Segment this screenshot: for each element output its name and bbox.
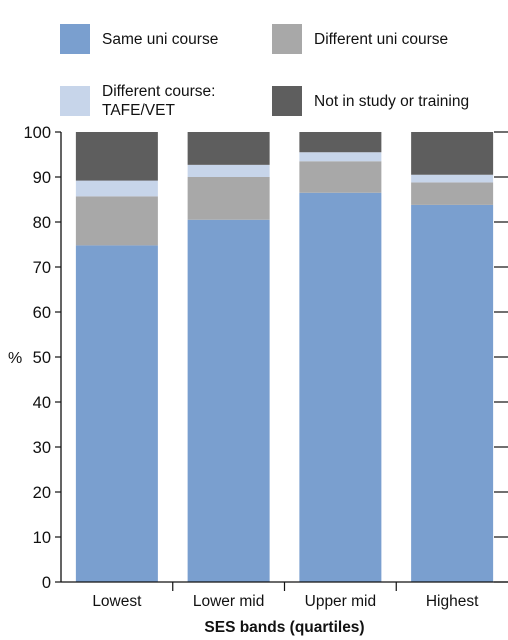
y-tick-label-80: 80 [33,214,51,232]
chart-legend: Same uni course Different uni course Dif… [0,0,508,130]
bar-highest-different-course-tafe-vet [411,174,494,183]
bar-highest-same-uni-course [411,204,494,582]
bar-lower-mid-different-course-tafe-vet [187,164,270,177]
legend-swatch-not-in-study [272,86,302,116]
legend-swatch-same-uni [60,24,90,54]
bar-highest-different-uni-course [411,182,494,205]
x-axis-title: SES bands (quartiles) [204,619,364,636]
legend-swatch-tafe-vet [60,86,90,116]
bar-lowest-not-in-study-or-training [75,132,158,181]
legend-label-not-in-study: Not in study or training [314,92,470,110]
legend-item-same-uni: Same uni course [60,24,218,54]
bar-lowest-same-uni-course [75,245,158,582]
legend-label-tafe-vet-line2: TAFE/VET [102,102,175,119]
y-tick-label-90: 90 [33,169,51,187]
legend-swatch-different-uni [272,24,302,54]
x-tick-label-highest: Highest [426,593,479,610]
x-tick-label-lowest: Lowest [92,593,142,610]
bar-lower-mid-not-in-study-or-training [187,132,270,165]
bar-upper-mid-different-uni-course [299,161,382,193]
y-tick-label-10: 10 [33,529,51,547]
y-tick-label-50: 50 [33,349,51,367]
y-tick-label-0: 0 [42,574,51,592]
bar-lower-mid-same-uni-course [187,219,270,582]
bar-lowest-different-course-tafe-vet [75,180,158,197]
bar-upper-mid-different-course-tafe-vet [299,152,382,162]
x-tick-label-upper-mid: Upper mid [305,593,377,610]
y-axis-title: % [8,350,22,367]
bar-upper-mid-same-uni-course [299,192,382,582]
bar-highest-not-in-study-or-training [411,132,494,175]
y-tick-label-30: 30 [33,439,51,457]
labels-layer: 0 10 20 30 40 50 60 70 80 90 100 Lowest Lower mid Upp… [8,124,479,636]
legend-label-different-uni: Different uni course [314,30,449,48]
legend-item-different-uni: Different uni course [272,24,448,54]
bar-upper-mid-not-in-study-or-training [299,132,382,153]
bar-lower-mid-different-uni-course [187,177,270,220]
legend-label-same-uni: Same uni course [102,30,219,48]
y-tick-label-20: 20 [33,484,51,502]
y-tick-label-40: 40 [33,394,51,412]
legend-item-tafe-vet: Different course: TAFE/VET [60,82,215,120]
y-tick-label-60: 60 [33,304,51,322]
axes-layer [55,131,508,591]
y-tick-label-100: 100 [23,124,51,142]
bar-lowest-different-uni-course [75,196,158,246]
y-tick-label-70: 70 [33,259,51,277]
legend-item-not-in-study: Not in study or training [272,86,469,116]
legend-label-tafe-vet-line1: Different course: [102,83,216,100]
bars-layer [75,132,494,582]
x-tick-label-lower-mid: Lower mid [193,593,265,610]
legend-label-tafe-vet: Different course: TAFE/VET [102,82,215,120]
